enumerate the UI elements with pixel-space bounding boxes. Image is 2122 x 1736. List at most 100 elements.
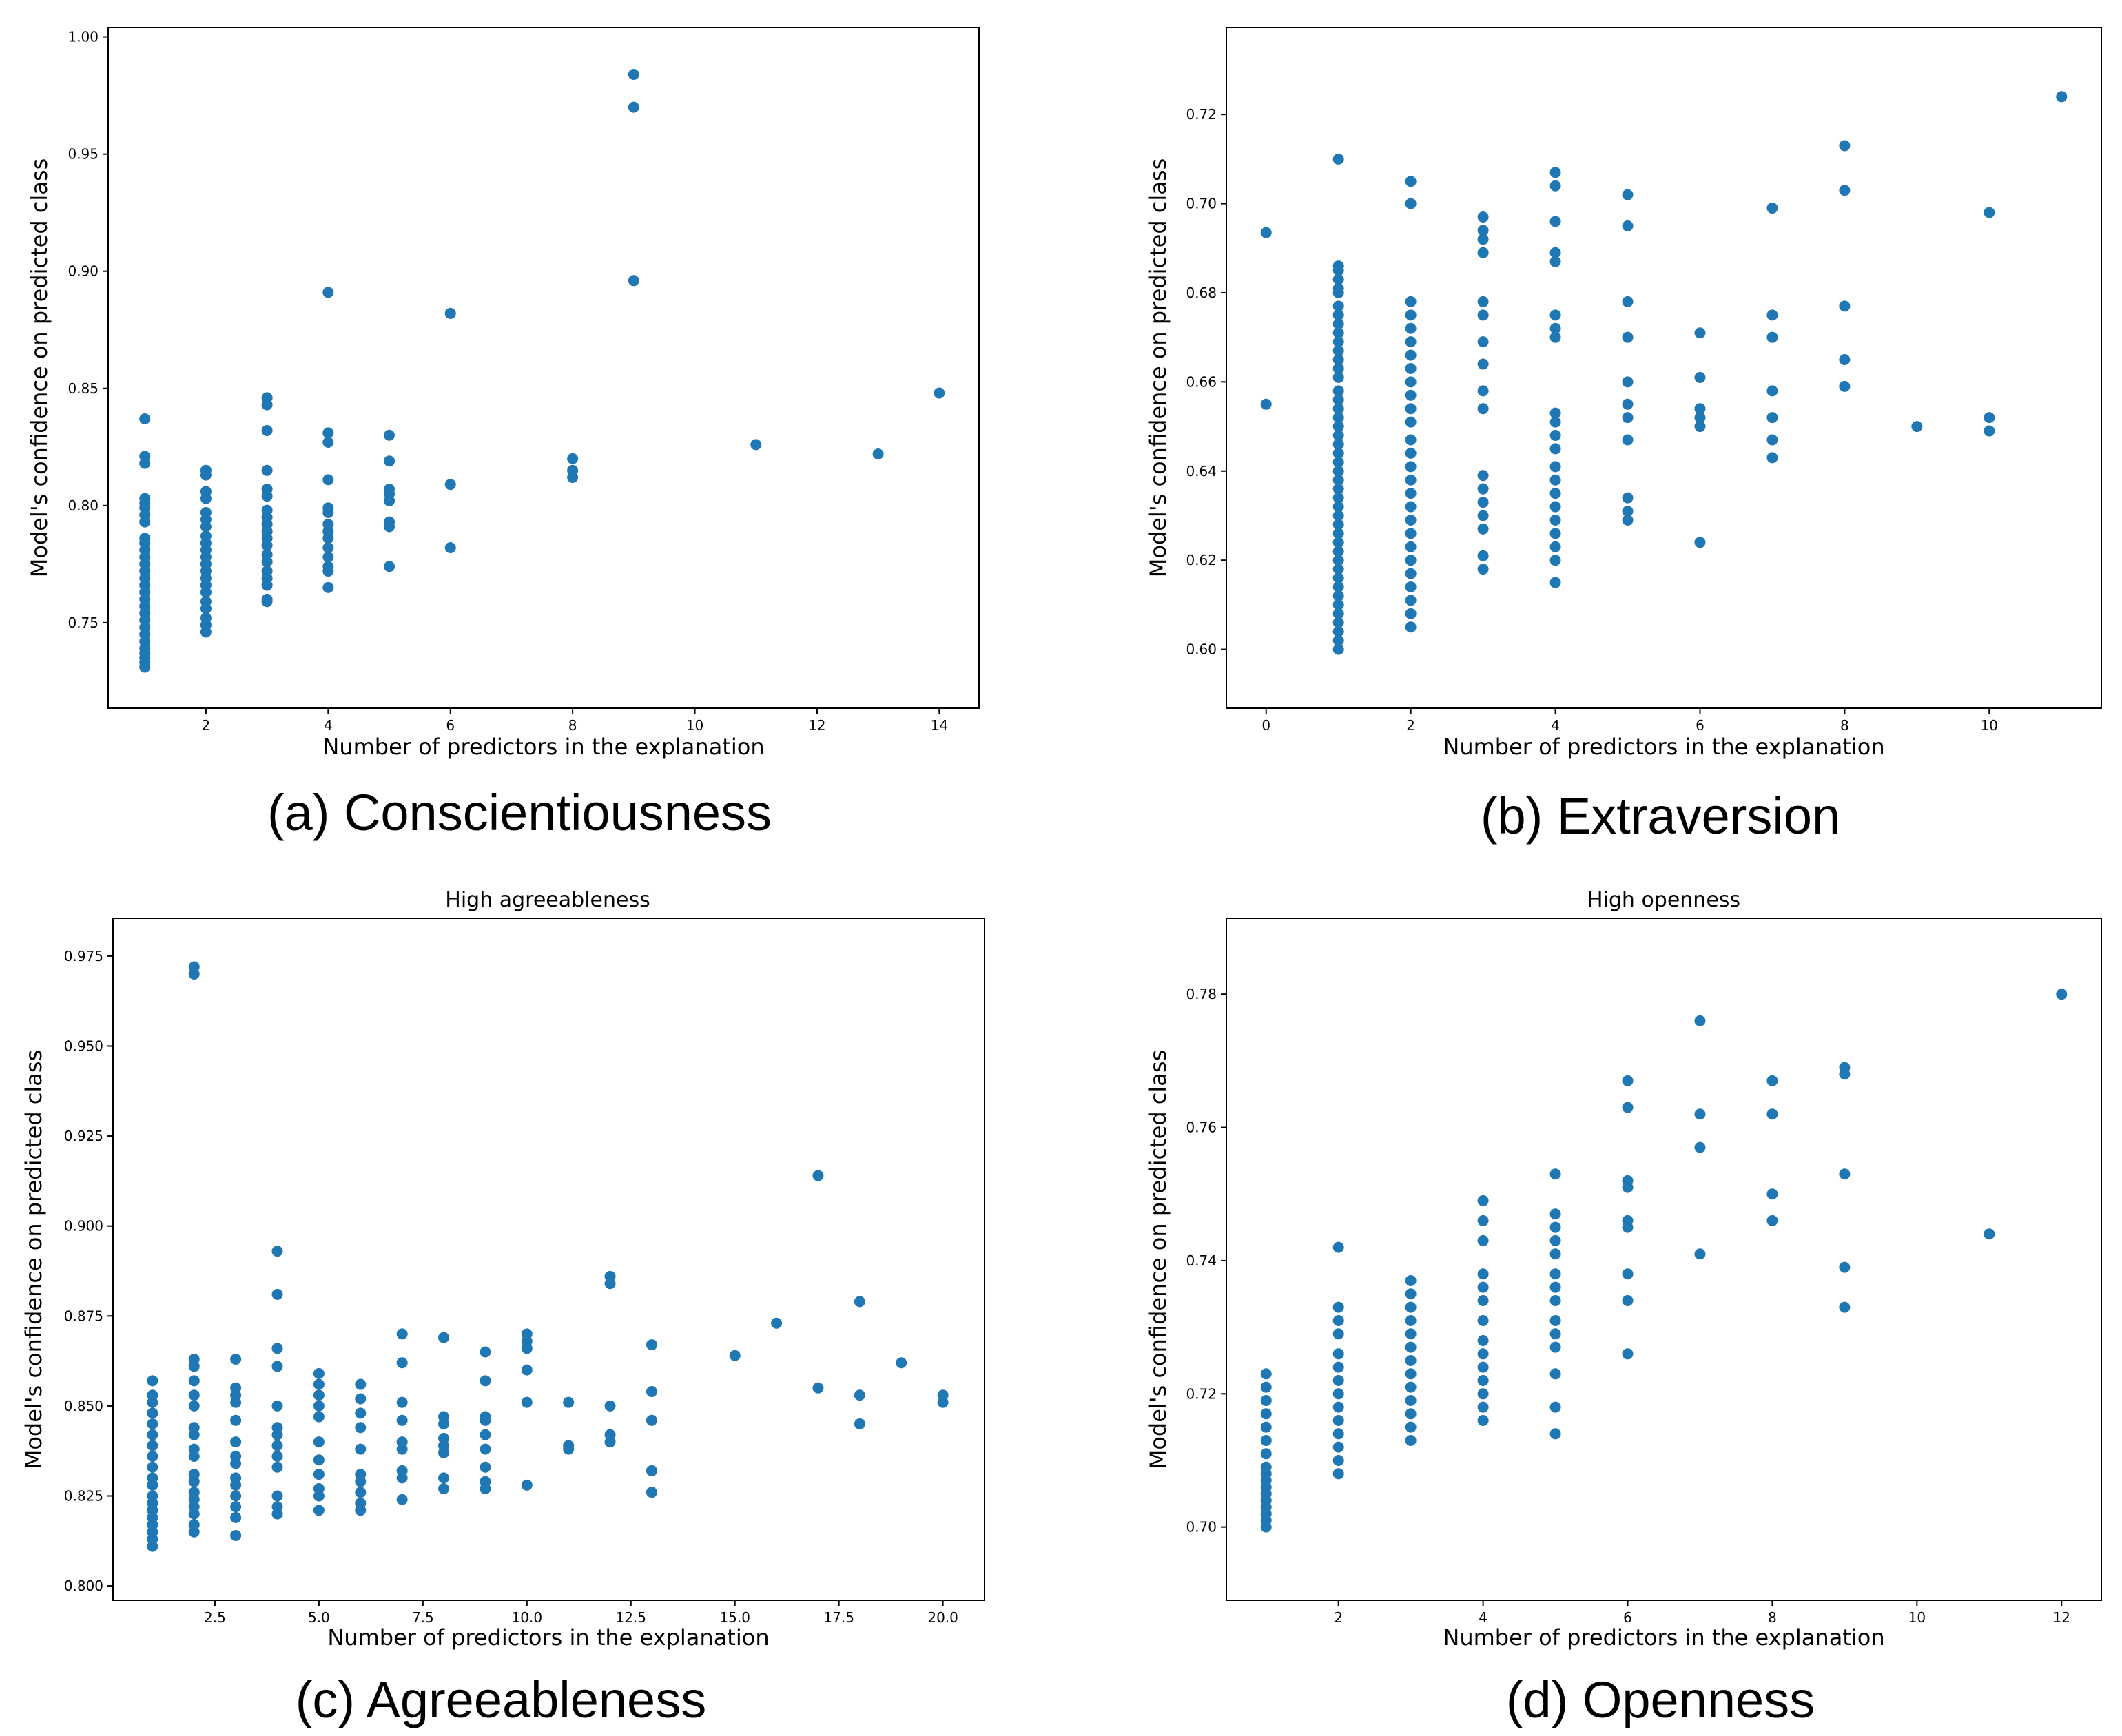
data-point — [1332, 510, 1344, 521]
data-point — [1477, 1348, 1489, 1360]
data-point — [1477, 550, 1489, 561]
y-tick-label: 0.85 — [68, 380, 99, 397]
data-point — [1549, 443, 1561, 455]
data-point — [1405, 1434, 1417, 1446]
data-point — [1332, 555, 1344, 566]
x-tick-label: 0 — [1261, 717, 1270, 734]
data-point — [1477, 211, 1489, 223]
data-point — [1477, 234, 1489, 245]
x-tick-label: 4 — [1551, 717, 1560, 734]
data-point — [1477, 1314, 1489, 1326]
data-point — [604, 1278, 616, 1290]
data-point — [1260, 227, 1272, 238]
data-point — [147, 1375, 158, 1387]
data-point — [1622, 296, 1634, 307]
data-point — [271, 1288, 283, 1300]
data-point — [1332, 1348, 1344, 1360]
data-point — [1405, 447, 1417, 459]
data-point — [1332, 501, 1344, 513]
data-point — [1766, 452, 1778, 464]
data-point — [1405, 1421, 1417, 1433]
data-point — [1332, 371, 1344, 383]
data-point — [1405, 1301, 1417, 1313]
data-point — [1405, 403, 1417, 415]
y-tick-label: 0.875 — [64, 1308, 103, 1324]
data-point — [1549, 1281, 1561, 1293]
y-tick-label: 1.00 — [68, 29, 99, 45]
data-point — [1332, 564, 1344, 575]
data-point — [1549, 1221, 1561, 1233]
data-point — [322, 551, 334, 563]
data-point — [1622, 1102, 1634, 1113]
data-point — [1332, 438, 1344, 450]
data-point — [1549, 247, 1561, 258]
data-point — [646, 1414, 657, 1426]
x-tick-label: 4 — [324, 717, 333, 734]
data-point — [139, 661, 151, 673]
data-point — [812, 1382, 824, 1394]
data-point — [396, 1472, 408, 1484]
data-point — [271, 1508, 283, 1520]
data-point — [188, 1361, 200, 1372]
data-point — [1477, 1281, 1489, 1293]
data-point — [1839, 354, 1851, 366]
data-point — [313, 1505, 325, 1516]
data-point — [2056, 91, 2068, 103]
data-point — [1839, 1168, 1851, 1180]
x-axis-ticks: 2 4 6 8 10 12 14 — [202, 708, 948, 734]
data-point — [396, 1328, 408, 1340]
data-point — [521, 1479, 533, 1491]
data-point — [261, 424, 273, 436]
data-point — [322, 427, 334, 439]
data-point — [188, 1389, 200, 1401]
data-point — [1694, 327, 1706, 339]
data-point — [261, 464, 273, 476]
data-point — [1405, 595, 1417, 606]
data-point — [1766, 1108, 1778, 1120]
data-point — [261, 579, 273, 591]
data-point — [1984, 425, 1995, 437]
panel-caption: (a) Conscientiousness — [267, 784, 772, 841]
data-point — [147, 1451, 158, 1463]
data-point — [1622, 398, 1634, 410]
data-point — [271, 1246, 283, 1257]
data-point — [1477, 403, 1489, 415]
x-tick-label: 14 — [931, 717, 948, 734]
data-point — [1766, 309, 1778, 321]
data-point — [1549, 488, 1561, 499]
data-point — [1549, 1368, 1561, 1380]
data-point — [261, 596, 273, 608]
data-point — [1332, 447, 1344, 459]
data-point — [396, 1414, 408, 1426]
data-point — [563, 1443, 575, 1455]
data-point — [646, 1465, 657, 1476]
data-point — [384, 429, 395, 441]
data-point — [1839, 185, 1851, 196]
data-point — [1477, 1195, 1489, 1206]
data-point — [1549, 1248, 1561, 1260]
data-point — [1549, 1168, 1561, 1180]
data-point — [322, 436, 334, 448]
data-point — [200, 493, 212, 504]
data-point — [1405, 198, 1417, 209]
data-point — [438, 1447, 450, 1458]
data-point — [567, 453, 579, 464]
data-point — [1405, 608, 1417, 619]
x-tick-label: 5.0 — [308, 1609, 330, 1626]
data-point — [1332, 1374, 1344, 1386]
data-point — [854, 1418, 865, 1430]
data-point — [1477, 358, 1489, 370]
data-point — [1549, 1341, 1561, 1353]
data-point — [1549, 216, 1561, 227]
data-point — [1405, 349, 1417, 361]
data-point — [480, 1461, 491, 1473]
data-point — [438, 1472, 450, 1484]
data-point — [1332, 599, 1344, 610]
data-point — [1549, 1328, 1561, 1340]
data-point — [1477, 1215, 1489, 1226]
x-tick-label: 10 — [686, 717, 703, 734]
data-point — [1405, 176, 1417, 187]
data-point — [271, 1400, 283, 1412]
data-point — [1477, 1388, 1489, 1400]
data-point — [355, 1443, 367, 1455]
